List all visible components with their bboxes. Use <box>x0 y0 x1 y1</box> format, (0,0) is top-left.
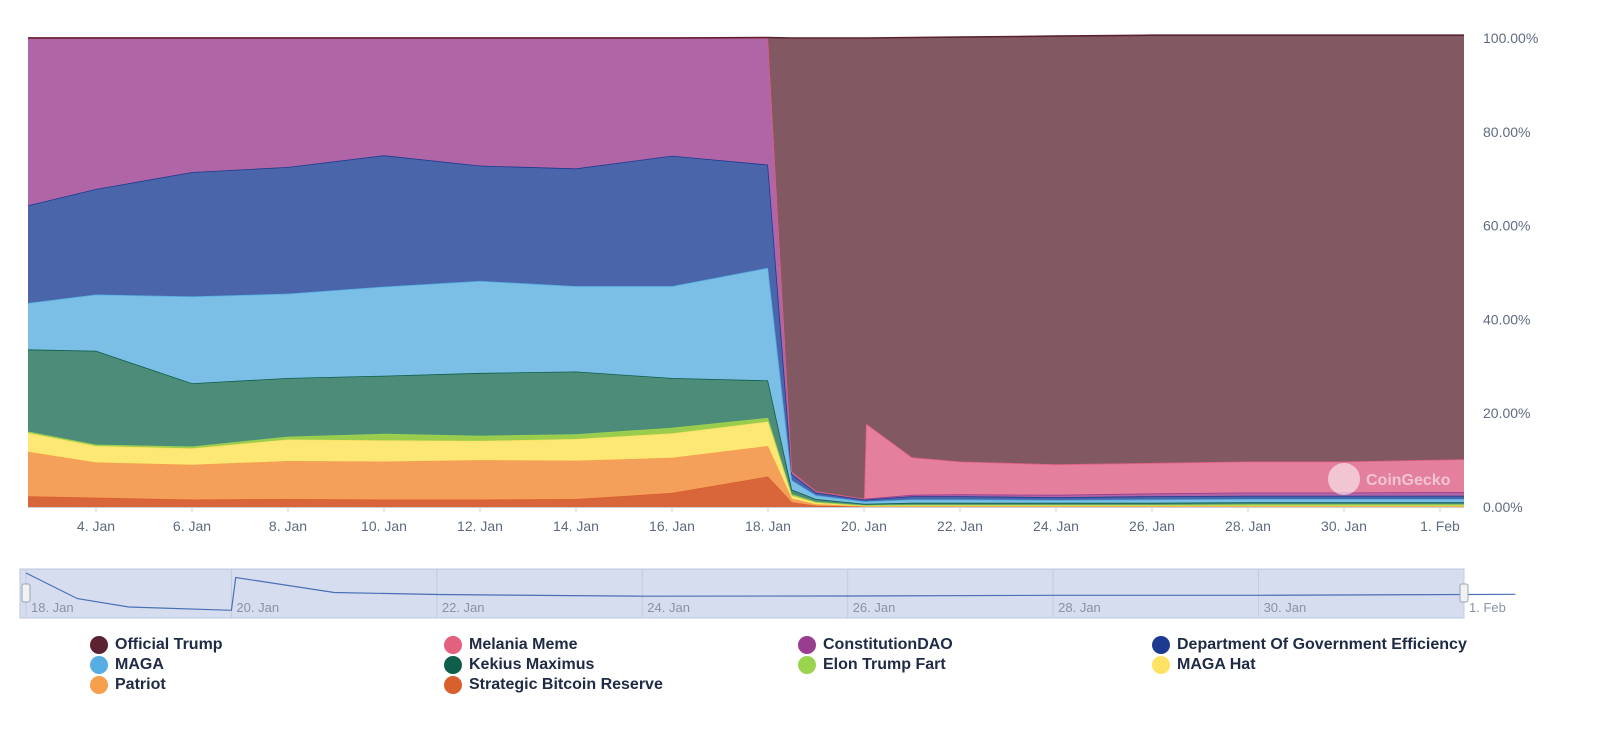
legend-item-elon-trump-fart[interactable]: Elon Trump Fart <box>798 656 946 674</box>
legend-swatch <box>1152 636 1170 654</box>
x-tick-label: 24. Jan <box>1033 518 1079 534</box>
x-tick-label: 16. Jan <box>649 518 695 534</box>
legend-item-department-of-government-efficiency[interactable]: Department Of Government Efficiency <box>1152 636 1467 654</box>
navigator-handle-right[interactable] <box>1459 583 1469 603</box>
legend-item-strategic-bitcoin-reserve[interactable]: Strategic Bitcoin Reserve <box>444 676 663 694</box>
legend-item-melania-meme[interactable]: Melania Meme <box>444 636 577 654</box>
coingecko-logo-icon <box>1328 463 1360 495</box>
area-series-group <box>27 34 1465 508</box>
navigator-tick-label: 30. Jan <box>1264 600 1307 615</box>
x-tick-label: 14. Jan <box>553 518 599 534</box>
area-constitutiondao <box>28 38 1464 500</box>
legend-label: Kekius Maximus <box>469 656 595 673</box>
legend-label: Strategic Bitcoin Reserve <box>469 676 663 693</box>
navigator-tick-label: 28. Jan <box>1058 600 1101 615</box>
navigator-tick-label: 24. Jan <box>647 600 690 615</box>
navigator-tick-label: 1. Feb <box>1469 600 1506 615</box>
area-maga <box>28 267 1464 504</box>
x-tick-label: 20. Jan <box>841 518 887 534</box>
legend-swatch <box>444 656 462 674</box>
navigator-tick-label: 20. Jan <box>236 600 279 615</box>
x-axis: 4. Jan 6. Jan 8. Jan 10. Jan 12. Jan 14. Jan 1… <box>28 507 1464 534</box>
watermark: CoinGecko <box>1328 463 1451 495</box>
legend-item-official-trump[interactable]: Official Trump <box>90 636 223 654</box>
area-maga-hat <box>28 421 1464 507</box>
legend-label: Patriot <box>115 676 166 693</box>
legend-label: Official Trump <box>115 636 223 653</box>
x-tick-label: 12. Jan <box>457 518 503 534</box>
x-tick-label: 22. Jan <box>937 518 983 534</box>
watermark-text: CoinGecko <box>1366 472 1451 489</box>
area-department-of-government-efficiency <box>28 155 1464 502</box>
legend-item-constitutiondao[interactable]: ConstitutionDAO <box>798 636 953 654</box>
navigator-series-line <box>25 572 1516 611</box>
legend-swatch <box>798 656 816 674</box>
x-tick-label: 4. Jan <box>77 518 115 534</box>
legend-label: Melania Meme <box>469 636 578 653</box>
area-elon-trump-fart <box>28 417 1464 506</box>
y-tick-label: 80.00% <box>1483 124 1530 140</box>
x-tick-label: 26. Jan <box>1129 518 1175 534</box>
navigator-tick-label: 22. Jan <box>442 600 485 615</box>
legend-swatch <box>444 676 462 694</box>
x-tick-label: 30. Jan <box>1321 518 1367 534</box>
legend-swatch <box>90 636 108 654</box>
area-strategic-bitcoin-reserve <box>28 476 1464 507</box>
legend-label: Department Of Government Efficiency <box>1177 636 1467 653</box>
legend-swatch <box>798 636 816 654</box>
navigator-tick-label: 26. Jan <box>853 600 896 615</box>
x-tick-label: 10. Jan <box>361 518 407 534</box>
legend-item-kekius-maximus[interactable]: Kekius Maximus <box>444 656 594 674</box>
legend-item-maga[interactable]: MAGA <box>90 656 164 674</box>
y-axis: 0.00% 20.00% 40.00% 60.00% 80.00% 100.00% <box>1483 30 1538 515</box>
x-tick-label: 8. Jan <box>269 518 307 534</box>
y-tick-label: 100.00% <box>1483 30 1538 46</box>
line-official-trump <box>28 34 1464 39</box>
legend-swatch <box>1152 656 1170 674</box>
x-tick-label: 1. Feb <box>1420 518 1460 534</box>
legend-label: MAGA <box>115 656 164 673</box>
y-tick-label: 40.00% <box>1483 311 1530 327</box>
area-patriot <box>28 446 1464 507</box>
area-kekius-maximus <box>28 349 1464 506</box>
y-tick-label: 0.00% <box>1483 499 1523 515</box>
legend-item-maga-hat[interactable]: MAGA Hat <box>1152 656 1256 674</box>
legend-swatch <box>444 636 462 654</box>
x-tick-label: 28. Jan <box>1225 518 1271 534</box>
legend-label: ConstitutionDAO <box>823 636 953 653</box>
y-tick-label: 20.00% <box>1483 405 1530 421</box>
navigator-tick-label: 18. Jan <box>31 600 74 615</box>
area-official-trump <box>28 35 1464 499</box>
y-tick-label: 60.00% <box>1483 218 1530 234</box>
x-tick-label: 18. Jan <box>745 518 791 534</box>
legend-label: MAGA Hat <box>1177 656 1256 673</box>
x-tick-label: 6. Jan <box>173 518 211 534</box>
legend-swatch <box>90 656 108 674</box>
legend-label: Elon Trump Fart <box>823 656 946 673</box>
navigator-handle-left[interactable] <box>21 583 31 603</box>
navigator: 18. Jan 20. Jan 22. Jan 24. Jan 26. Jan 28. J… <box>19 568 1516 619</box>
legend-swatch <box>90 676 108 694</box>
legend-item-patriot[interactable]: Patriot <box>90 676 166 694</box>
